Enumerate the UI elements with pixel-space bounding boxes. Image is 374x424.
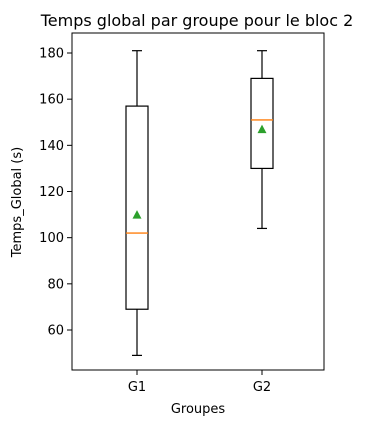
box-iqr — [125, 105, 149, 310]
mean-marker — [257, 124, 267, 134]
y-tick-label: 100 — [39, 231, 64, 246]
y-axis-label: Temps_Global (s) — [10, 147, 25, 258]
chart-title: Temps global par groupe pour le bloc 2 — [40, 11, 354, 30]
y-axis: 60 80 100 120 140 160 180 — [39, 47, 72, 339]
x-tick-label: G1 — [128, 380, 146, 395]
box-iqr — [250, 77, 274, 170]
plot-frame — [71, 32, 325, 371]
x-tick-label: G2 — [253, 380, 271, 395]
y-tick-label: 180 — [39, 47, 64, 62]
box-g1 — [125, 50, 149, 356]
mean-marker — [132, 210, 142, 219]
y-tick-label: 80 — [47, 277, 64, 292]
box-series — [125, 50, 274, 356]
y-tick-label: 140 — [39, 139, 64, 154]
y-tick-label: 60 — [47, 324, 64, 339]
x-axis-label: Groupes — [171, 402, 226, 417]
box-g2 — [250, 50, 274, 230]
y-tick-label: 160 — [39, 93, 64, 108]
x-axis: G1 G2 — [128, 370, 271, 395]
y-tick-label: 120 — [39, 185, 64, 200]
